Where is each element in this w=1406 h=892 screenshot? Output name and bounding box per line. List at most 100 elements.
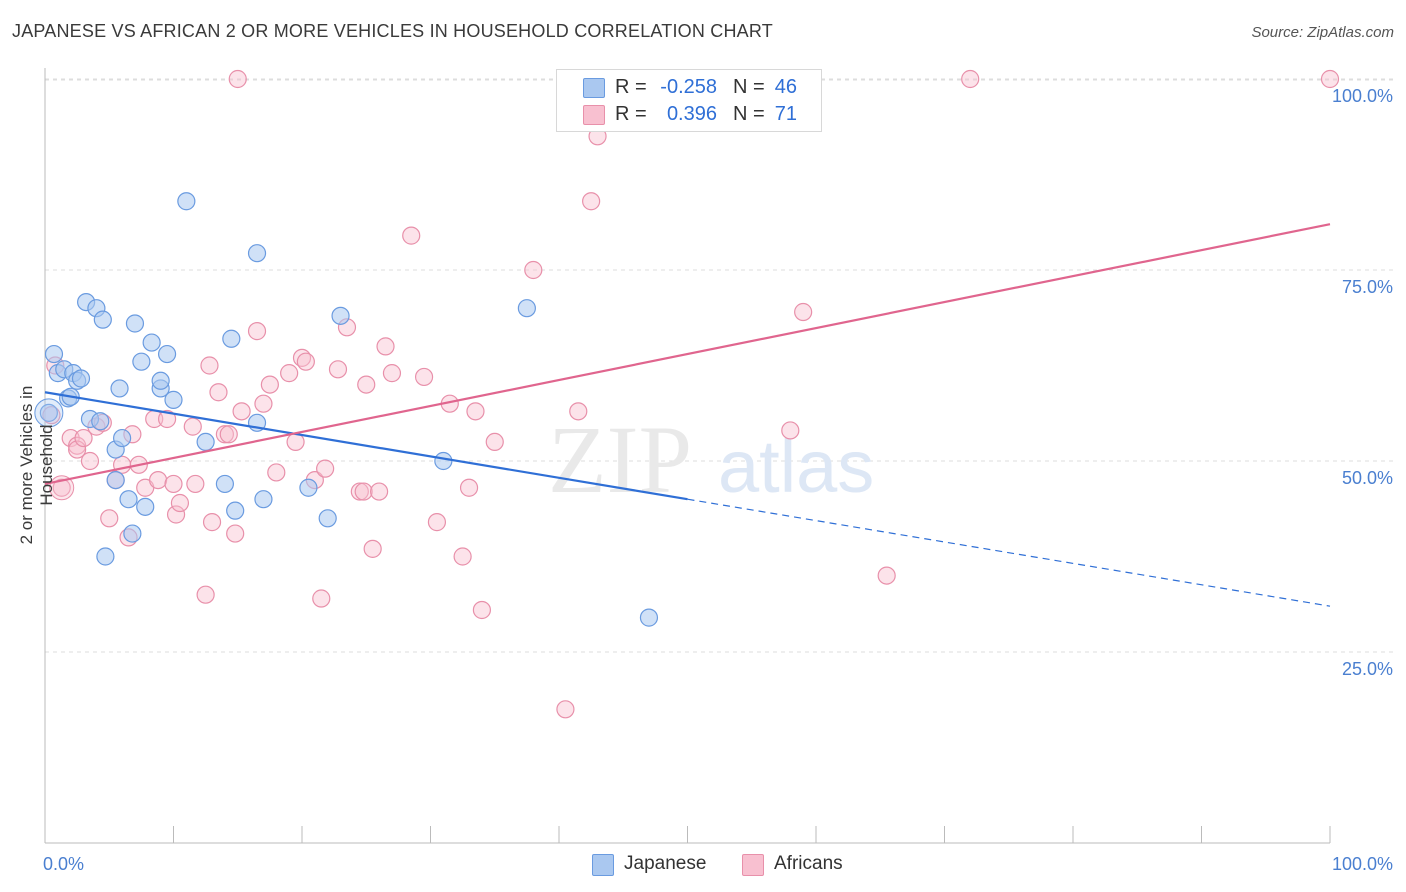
legend-swatch-africans	[742, 854, 764, 876]
data-point-africans	[52, 478, 71, 497]
data-point-africans	[485, 432, 504, 451]
data-point-japanese	[196, 432, 215, 451]
data-point-japanese	[215, 474, 234, 494]
data-point-africans	[228, 69, 247, 89]
data-point-africans	[1320, 69, 1340, 89]
data-point-africans	[453, 547, 472, 566]
legend-row-japanese: R = -0.258 N = 46	[557, 74, 821, 100]
data-point-africans	[200, 356, 219, 375]
data-point-africans	[260, 375, 279, 394]
data-point-africans	[794, 302, 813, 322]
data-point-africans	[350, 482, 369, 501]
data-point-africans	[186, 474, 205, 494]
data-point-africans	[376, 337, 395, 356]
data-point-africans	[267, 463, 286, 482]
y-tick-label: 25.0%	[1342, 659, 1393, 679]
data-point-africans	[164, 474, 183, 494]
trend-layer	[44, 223, 1331, 607]
data-point-africans	[74, 428, 93, 448]
data-point-africans	[183, 417, 202, 436]
legend-row-africans: R = 0.396 N = 71	[557, 101, 821, 127]
trend-line-dashed-japanese	[687, 498, 1331, 607]
trend-line-africans	[44, 223, 1331, 485]
legend-r-label: R =	[615, 76, 647, 98]
data-point-africans	[280, 364, 299, 383]
x-tick-label: 100.0%	[1332, 854, 1393, 874]
data-point-africans	[254, 394, 273, 413]
data-point-africans	[961, 69, 980, 89]
x-tick-label: 0.0%	[43, 854, 84, 874]
data-point-japanese	[91, 412, 110, 431]
data-point-africans	[100, 509, 119, 528]
data-point-japanese	[247, 244, 267, 263]
data-point-africans	[363, 539, 382, 558]
data-point-japanese	[136, 497, 155, 516]
data-point-africans	[112, 455, 132, 474]
data-point-japanese	[110, 379, 129, 398]
data-point-africans	[402, 226, 421, 245]
data-point-africans	[247, 322, 267, 341]
legend-r-value: 0.396	[666, 103, 717, 125]
data-point-africans	[202, 513, 222, 532]
data-point-japanese	[106, 471, 125, 490]
data-point-africans	[472, 600, 491, 620]
source-label: Source: ZipAtlas.com	[1251, 24, 1394, 41]
data-point-japanese	[434, 451, 453, 471]
data-point-africans	[209, 383, 228, 402]
data-point-africans	[68, 440, 87, 459]
data-point-africans	[312, 589, 331, 608]
data-point-africans	[196, 585, 215, 604]
data-point-africans	[427, 513, 447, 532]
data-point-africans	[215, 425, 234, 444]
data-point-africans	[232, 402, 251, 421]
data-point-japanese	[142, 333, 161, 352]
data-point-japanese	[157, 344, 177, 364]
trend-line-japanese	[44, 391, 688, 501]
data-point-africans	[582, 192, 601, 211]
legend-swatch-japanese	[583, 78, 605, 98]
data-point-japanese	[331, 306, 350, 325]
data-point-africans	[357, 375, 376, 394]
data-point-japanese	[132, 352, 151, 371]
data-point-japanese	[119, 490, 138, 509]
tick-label-layer: 25.0% 50.0% 75.0% 100.0% 0.0% 100.0%	[43, 86, 1393, 874]
data-point-africans	[370, 482, 389, 501]
data-point-japanese	[39, 403, 58, 422]
data-point-japanese	[112, 428, 132, 448]
legend-swatch-japanese	[592, 854, 614, 876]
legend-label-japanese: Japanese	[624, 853, 707, 874]
data-point-africans	[68, 436, 87, 455]
data-point-japanese	[123, 524, 142, 543]
data-point-japanese	[34, 398, 64, 428]
grid-layer	[45, 78, 1395, 653]
correlation-legend: R = -0.258 N = 46 R = 0.396 N = 71	[556, 69, 822, 132]
data-point-africans	[170, 493, 190, 513]
legend-n-label: N =	[733, 103, 765, 125]
data-point-africans	[157, 409, 177, 429]
data-point-japanese	[639, 608, 659, 627]
data-point-africans	[459, 478, 479, 497]
data-point-africans	[296, 352, 315, 371]
data-point-africans	[219, 425, 238, 444]
data-point-africans	[354, 482, 373, 501]
legend-label-africans: Africans	[774, 853, 843, 874]
data-point-japanese	[125, 314, 145, 333]
data-point-africans	[61, 428, 80, 448]
data-point-africans	[382, 364, 402, 383]
data-point-japanese	[517, 299, 536, 318]
watermark: ZIP atlas	[548, 406, 874, 513]
data-point-japanese	[151, 371, 170, 390]
data-point-africans	[80, 451, 100, 471]
data-point-japanese	[226, 501, 245, 520]
data-point-africans	[414, 367, 434, 387]
data-point-africans	[524, 260, 543, 280]
y-tick-label: 75.0%	[1342, 277, 1393, 297]
y-tick-label: 100.0%	[1332, 86, 1393, 106]
legend-r-label: R =	[615, 103, 647, 125]
axis-layer	[44, 68, 1331, 844]
data-point-japanese	[71, 369, 91, 388]
data-point-africans	[877, 566, 896, 585]
data-point-africans	[148, 471, 168, 490]
legend-n-value: 46	[774, 76, 797, 98]
